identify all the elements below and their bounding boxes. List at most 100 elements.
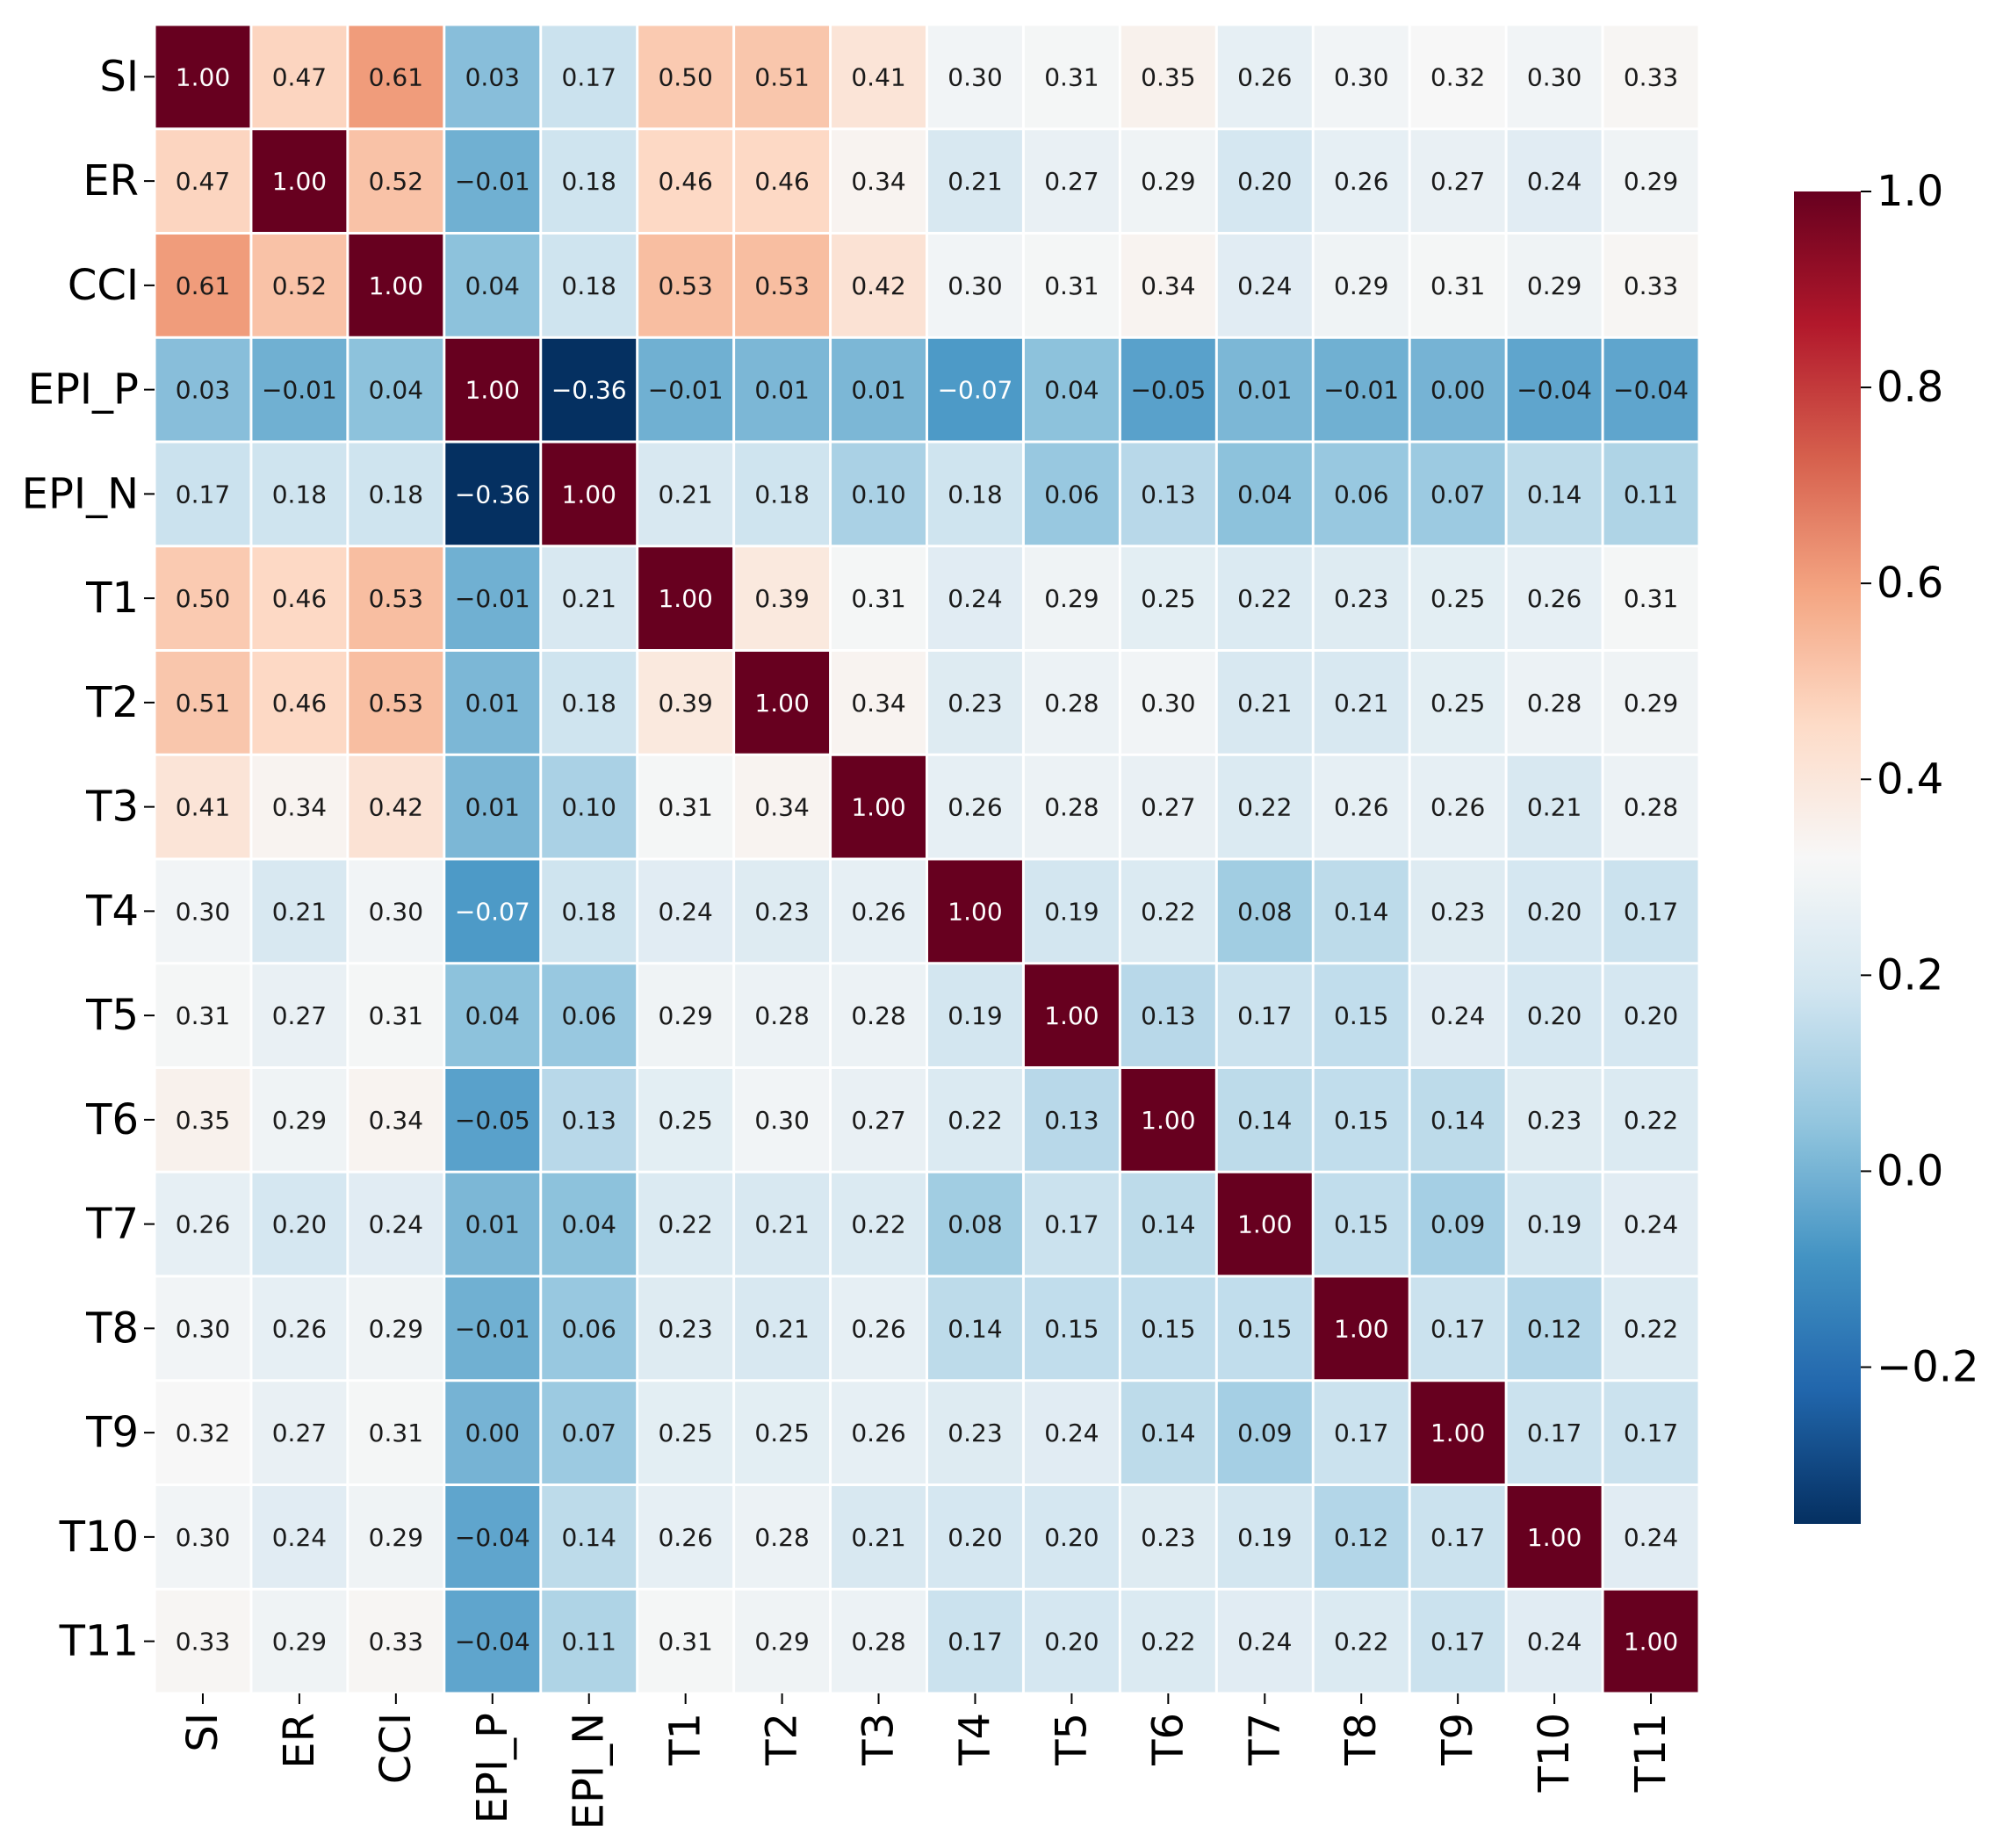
y-tick-label-t5: T5	[85, 991, 139, 1040]
cell-t3-t10	[1507, 755, 1602, 858]
cell-t2-t2	[735, 652, 830, 754]
cell-er-epi-n	[542, 130, 637, 232]
cell-label-t11-t1: 0.31	[658, 1628, 712, 1657]
cell-t6-t6	[1120, 1069, 1215, 1171]
cell-label-epi-p-t5: 0.04	[1044, 376, 1099, 405]
cell-label-t10-t9: 0.17	[1430, 1523, 1485, 1552]
cell-cci-cci	[349, 235, 443, 336]
cell-epi-p-t9	[1410, 338, 1505, 441]
cell-label-si-t7: 0.26	[1237, 62, 1292, 91]
x-tick-label-t5: T5	[1047, 1713, 1096, 1766]
cell-t7-epi-p	[445, 1173, 540, 1275]
cell-label-epi-n-si: 0.17	[176, 480, 230, 509]
cell-label-t3-t9: 0.26	[1430, 793, 1485, 822]
cell-t10-t7	[1217, 1486, 1312, 1588]
cell-t1-t3	[832, 547, 926, 649]
cell-label-t6-epi-n: 0.13	[562, 1106, 616, 1135]
cell-t9-t1	[638, 1382, 733, 1483]
y-tick-label-t4: T4	[85, 886, 139, 935]
cell-t2-t7	[1217, 652, 1312, 754]
x-tick-label-t11: T11	[1626, 1713, 1675, 1793]
cell-label-t3-t1: 0.31	[658, 793, 712, 822]
cell-t2-t8	[1314, 652, 1409, 754]
cell-si-t10	[1507, 25, 1602, 128]
cell-t5-t2	[735, 964, 830, 1066]
cell-label-si-t1: 0.50	[658, 62, 712, 91]
cell-label-si-t3: 0.41	[851, 62, 905, 91]
cell-t2-si	[155, 652, 250, 754]
cell-label-epi-n-t7: 0.04	[1237, 480, 1292, 509]
cell-t9-t8	[1314, 1382, 1409, 1483]
cell-t8-epi-p	[445, 1277, 540, 1380]
cell-t3-t9	[1410, 755, 1505, 858]
cell-t1-er	[252, 547, 347, 649]
cell-er-t5	[1024, 130, 1119, 232]
cell-t11-t6	[1120, 1590, 1215, 1693]
cell-t8-t6	[1120, 1277, 1215, 1380]
cell-t4-epi-p	[445, 860, 540, 963]
x-tick-label-t3: T3	[854, 1713, 904, 1766]
cell-label-t1-epi-n: 0.21	[562, 584, 616, 613]
cell-label-t5-t3: 0.28	[851, 1001, 905, 1030]
cell-label-t7-t4: 0.08	[948, 1210, 1002, 1239]
cell-t5-epi-p	[445, 964, 540, 1066]
cell-cci-t11	[1603, 235, 1698, 336]
cell-t3-t2	[735, 755, 830, 858]
cell-label-cci-t2: 0.53	[754, 271, 809, 300]
cell-t11-er	[252, 1590, 347, 1693]
cell-epi-p-t10	[1507, 338, 1602, 441]
cell-t9-t6	[1120, 1382, 1215, 1483]
cell-t6-cci	[349, 1069, 443, 1171]
cell-label-epi-n-t9: 0.07	[1430, 480, 1485, 509]
cell-epi-n-t8	[1314, 443, 1409, 545]
cell-t11-epi-p	[445, 1590, 540, 1693]
cell-t5-t1	[638, 964, 733, 1066]
cell-label-t6-t7: 0.14	[1237, 1106, 1292, 1135]
cell-t7-t8	[1314, 1173, 1409, 1275]
cell-label-si-epi-n: 0.17	[562, 62, 616, 91]
cell-cci-t9	[1410, 235, 1505, 336]
cell-label-t4-si: 0.30	[176, 897, 230, 926]
cell-label-epi-p-t7: 0.01	[1237, 376, 1292, 405]
cell-label-t2-er: 0.46	[272, 689, 327, 718]
cell-label-epi-p-si: 0.03	[176, 376, 230, 405]
cell-label-t9-t1: 0.25	[658, 1418, 712, 1447]
cell-cci-t3	[832, 235, 926, 336]
cell-label-t7-t3: 0.22	[851, 1210, 905, 1239]
cell-label-t9-t8: 0.17	[1334, 1418, 1388, 1447]
cell-t3-t6	[1120, 755, 1215, 858]
cell-label-t3-t3: 1.00	[851, 793, 905, 822]
cell-t6-t10	[1507, 1069, 1602, 1171]
cell-t5-t10	[1507, 964, 1602, 1066]
cell-label-t4-cci: 0.30	[369, 897, 423, 926]
cell-label-t3-epi-p: 0.01	[465, 793, 520, 822]
cell-label-er-si: 0.47	[176, 167, 230, 196]
x-tick-label-si: SI	[178, 1713, 227, 1752]
cell-si-epi-p	[445, 25, 540, 128]
cell-label-t9-t11: 0.17	[1624, 1418, 1678, 1447]
cell-label-si-cci: 0.61	[369, 62, 423, 91]
cell-epi-p-er	[252, 338, 347, 441]
cell-t7-t2	[735, 1173, 830, 1275]
cell-t4-t9	[1410, 860, 1505, 963]
cell-t8-epi-n	[542, 1277, 637, 1380]
cell-t10-t9	[1410, 1486, 1505, 1588]
cell-label-t5-epi-p: 0.04	[465, 1001, 520, 1030]
cell-t1-t1	[638, 547, 733, 649]
cell-er-t1	[638, 130, 733, 232]
cell-label-t5-t6: 0.13	[1141, 1001, 1195, 1030]
cell-label-si-t10: 0.30	[1527, 62, 1582, 91]
cell-label-t8-t11: 0.22	[1624, 1314, 1678, 1343]
y-tick-label-t11: T11	[59, 1617, 139, 1666]
cell-t5-t9	[1410, 964, 1505, 1066]
cell-label-t6-t9: 0.14	[1430, 1106, 1485, 1135]
cell-label-t3-cci: 0.42	[369, 793, 423, 822]
cell-label-t8-t2: 0.21	[754, 1314, 809, 1343]
cell-label-t5-er: 0.27	[272, 1001, 327, 1030]
cell-label-er-t2: 0.46	[754, 167, 809, 196]
cell-t2-cci	[349, 652, 443, 754]
cell-label-t9-epi-n: 0.07	[562, 1418, 616, 1447]
cell-label-t8-t7: 0.15	[1237, 1314, 1292, 1343]
